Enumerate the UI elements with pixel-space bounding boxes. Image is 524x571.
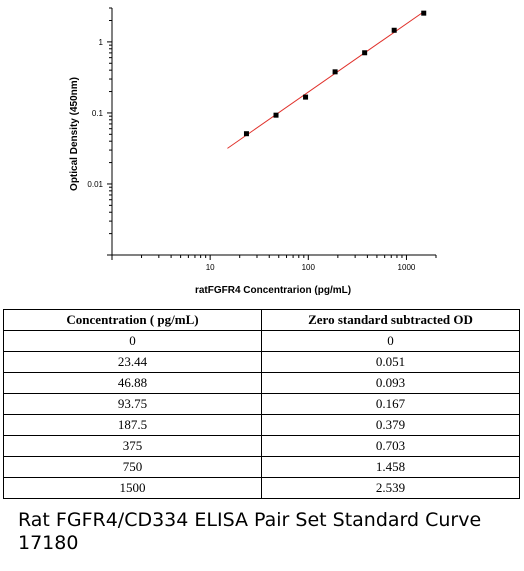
x-tick-label: 1000 <box>398 263 416 272</box>
table-row: 0 0 <box>3 330 520 352</box>
data-point <box>391 27 397 33</box>
table-cell-concentration: 0 <box>3 330 262 352</box>
standard-curve-chart: 10 100 1000 0.01 0.1 1 ratFGFR4 Concentrarion… <box>69 7 437 296</box>
figure-caption: Rat FGFR4/CD334 ELISA Pair Set Standard … <box>18 509 482 554</box>
table-cell-od: 0 <box>261 330 520 352</box>
table-cell-od: 0.093 <box>261 372 520 394</box>
table-cell-concentration: 46.88 <box>3 372 262 394</box>
chart-axes: 10 100 1000 0.01 0.1 1 <box>87 7 437 272</box>
y-tick-label: 0.1 <box>92 109 104 118</box>
table-cell-od: 1.458 <box>261 456 520 478</box>
table-row: 93.75 0.167 <box>3 393 520 415</box>
table-cell-concentration: 1500 <box>3 477 262 499</box>
table-cell-od: 2.539 <box>261 477 520 499</box>
chart-marks <box>227 10 427 149</box>
table-row: 1500 2.539 <box>3 477 520 499</box>
data-point <box>362 50 368 56</box>
y-tick-label: 1 <box>99 38 104 47</box>
table-cell-od: 0.167 <box>261 393 520 415</box>
y-axis-label: Optical Density (450nm) <box>69 77 80 191</box>
standard-curve-table: Concentration ( pg/mL) Zero standard sub… <box>3 309 520 499</box>
table-cell-concentration: 750 <box>3 456 262 478</box>
fit-line <box>227 11 425 149</box>
table-row: 23.44 0.051 <box>3 351 520 373</box>
table-cell-od: 0.051 <box>261 351 520 373</box>
table-row: 187.5 0.379 <box>3 414 520 436</box>
table-cell-od: 0.703 <box>261 435 520 457</box>
table-header-od: Zero standard subtracted OD <box>261 309 520 331</box>
x-axis-label: ratFGFR4 Concentrarion (pg/mL) <box>195 285 351 296</box>
table-cell-concentration: 375 <box>3 435 262 457</box>
table-row: 750 1.458 <box>3 456 520 478</box>
table-header-concentration: Concentration ( pg/mL) <box>3 309 262 331</box>
table-row: 375 0.703 <box>3 435 520 457</box>
x-tick-label: 10 <box>206 263 215 272</box>
data-point <box>303 94 309 100</box>
data-point <box>243 131 249 137</box>
data-point <box>332 69 338 75</box>
table-cell-concentration: 187.5 <box>3 414 262 436</box>
table-cell-od: 0.379 <box>261 414 520 436</box>
y-tick-label: 0.01 <box>87 180 103 189</box>
x-tick-label: 100 <box>302 263 316 272</box>
table-header-row: Concentration ( pg/mL) Zero standard sub… <box>3 309 520 331</box>
table-row: 46.88 0.093 <box>3 372 520 394</box>
data-point <box>273 112 279 118</box>
table-cell-concentration: 93.75 <box>3 393 262 415</box>
data-point <box>421 10 427 16</box>
table-cell-concentration: 23.44 <box>3 351 262 373</box>
